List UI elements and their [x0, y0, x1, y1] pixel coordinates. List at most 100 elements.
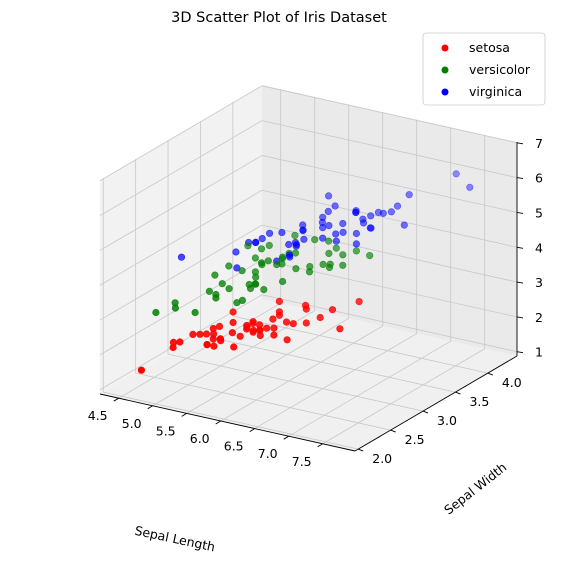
scatter-point-setosa — [263, 324, 271, 332]
scatter-point-setosa — [210, 342, 218, 350]
floor-pane — [100, 299, 517, 451]
scatter-point-versicolor — [264, 257, 272, 265]
scatter-point-versicolor — [265, 241, 273, 249]
z-tick-mark — [516, 246, 524, 249]
x-tick-label: 5.5 — [156, 423, 176, 438]
scatter-point-versicolor — [252, 273, 260, 281]
left-wall-pane — [100, 85, 262, 394]
scatter-point-virginica — [324, 207, 332, 215]
scatter-point-setosa — [336, 325, 344, 333]
x-tick-mark — [249, 428, 255, 432]
y-gridline-floor — [103, 391, 359, 450]
scatter-point-versicolor — [305, 268, 314, 276]
scatter-point-virginica — [266, 229, 274, 237]
z-tick-mark — [516, 316, 524, 319]
axis-tick-labels: 4.5 5.0 5.5 6.0 6.5 7.0 7.5 2.0 2.5 3.0 3.5 4.0 1 2 3 4… — [88, 136, 543, 469]
scatter-point-virginica — [405, 191, 413, 199]
scatter-point-setosa — [282, 318, 291, 326]
z-tick-label: 5 — [535, 205, 543, 220]
scatter-point-setosa — [249, 319, 257, 328]
scatter-point-setosa — [249, 328, 257, 336]
scatter-point-setosa — [217, 337, 225, 345]
x-axis-title: Sepal Length — [133, 523, 216, 555]
z-tick-mark — [516, 281, 524, 284]
scatter-point-versicolor — [171, 304, 179, 312]
scatter-point-versicolor — [225, 262, 233, 270]
z-gridline-left — [99, 120, 263, 216]
z-gridline-back — [261, 85, 518, 144]
z-gridline-back — [261, 120, 518, 179]
scatter-point-versicolor — [258, 261, 266, 269]
scatter-point-virginica — [258, 235, 266, 243]
chart-title: 3D Scatter Plot of Iris Dataset — [171, 10, 387, 26]
axis-gridlines — [99, 85, 518, 450]
scatter-point-virginica — [452, 170, 460, 178]
scatter-point-versicolor — [292, 265, 300, 273]
legend-marker-setosa — [441, 44, 449, 52]
scatter-point-virginica — [379, 209, 387, 217]
x-tick-mark — [181, 412, 187, 417]
y-tick-label: 2.5 — [405, 432, 425, 447]
scatter-point-setosa — [355, 298, 363, 306]
scatter-point-setosa — [229, 318, 237, 327]
scatter-point-versicolor — [325, 263, 334, 272]
x-tick-label: 4.5 — [88, 408, 108, 423]
scatter-point-virginica — [387, 208, 396, 216]
x-gridline-floor — [220, 325, 383, 422]
scatter-point-virginica — [252, 238, 260, 246]
scatter-point-versicolor — [218, 280, 226, 288]
y-tick-label: 2.0 — [372, 451, 392, 466]
z-gridline-back — [261, 189, 518, 248]
x-gridline-floor — [322, 348, 485, 445]
y-tick-mark — [487, 372, 494, 376]
scatter-point-virginica — [286, 253, 294, 261]
y-gridline-floor — [135, 372, 391, 431]
legend-label-virginica: virginica — [469, 84, 522, 99]
back-wall-pane — [262, 85, 517, 356]
scatter-point-virginica — [352, 208, 360, 216]
x-tick-label: 6.0 — [190, 431, 210, 446]
y-tick-label: 4.0 — [502, 375, 522, 390]
scatter-point-virginica — [400, 221, 408, 229]
scatter-point-setosa — [202, 330, 211, 338]
scatter-point-setosa — [316, 313, 324, 322]
scatter-point-virginica — [292, 242, 300, 250]
y-axis-line — [354, 355, 518, 452]
y-gridline-floor — [167, 353, 424, 412]
x-tick-mark — [317, 443, 323, 448]
z-gridline-back — [261, 155, 518, 213]
scatter-point-setosa — [302, 319, 310, 327]
scatter-point-setosa — [243, 325, 251, 333]
scatter-point-versicolor — [279, 277, 287, 286]
z-gridline-left — [99, 155, 263, 251]
scatter-point-versicolor — [238, 296, 246, 305]
scatter-point-virginica — [300, 235, 308, 243]
axis-panes — [100, 85, 517, 451]
z-gridline-left — [99, 224, 263, 321]
scatter-point-setosa — [229, 308, 237, 316]
scatter-point-versicolor — [339, 251, 347, 259]
z-tick-mark — [516, 177, 524, 180]
z-tick-label: 2 — [535, 310, 543, 325]
scatter-point-versicolor — [366, 252, 374, 260]
scatter-point-versicolor — [152, 308, 160, 317]
scatter-point-versicolor — [325, 237, 333, 245]
y-tick-mark — [390, 429, 396, 433]
scatter-point-virginica — [332, 237, 340, 245]
scatter-point-versicolor — [352, 247, 361, 255]
y-tick-mark — [358, 448, 364, 452]
scatter-point-setosa — [169, 343, 177, 352]
scatter-point-setosa — [209, 335, 217, 343]
scatter-point-versicolor — [311, 236, 319, 244]
scatter-point-virginica — [332, 230, 340, 238]
x-gridline-floor — [152, 310, 315, 407]
scatter-point-virginica — [466, 183, 474, 191]
scatter-point-versicolor — [339, 261, 347, 269]
z-tick-mark — [516, 351, 524, 354]
y-tick-mark — [422, 410, 429, 414]
scatter-point-versicolor — [212, 294, 220, 302]
z-tick-label: 6 — [535, 171, 543, 186]
scatter-point-virginica — [299, 226, 307, 234]
scatter-point-setosa — [137, 366, 145, 374]
z-tick-label: 1 — [535, 345, 543, 360]
